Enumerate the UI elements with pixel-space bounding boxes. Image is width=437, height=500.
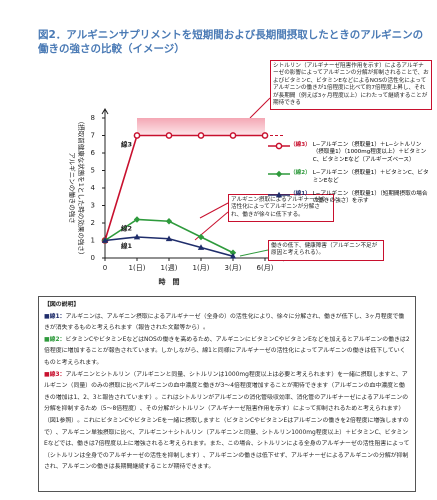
point: [133, 132, 141, 139]
x-axis: [105, 254, 289, 262]
annotation-arrow: [249, 97, 271, 119]
point: [197, 233, 205, 241]
y-tick-label: 3: [91, 202, 95, 210]
y-tick-label: 4: [91, 184, 96, 192]
legend-entry: （線2） L−アルギニン（摂取量1）＋ビタミンC、ビタミンEなど: [268, 170, 432, 185]
point: [229, 132, 237, 139]
legend: （線3） L−アルギニン（摂取量1）＋L−シトルリン（摂取量1）（1000mg程度…: [268, 142, 432, 212]
y-axis: [101, 108, 109, 258]
y-tick-label: 5: [91, 167, 95, 175]
annotation-arrow: [199, 202, 229, 219]
point: [261, 132, 269, 139]
point: [101, 237, 109, 243]
explanation-text: アルギニンとシトルリン（アルギニンと同量、シトルリンは1000mg程度以上は必要…: [44, 371, 410, 471]
series-label: 線2: [121, 224, 132, 233]
explanation-tag: ■線3：: [44, 371, 66, 378]
series-label: 線3: [121, 140, 132, 149]
y-tick-label: 8: [91, 114, 95, 122]
legend-label: L−アルギニン（摂取量1）＋ビタミンC、ビタミンEなど: [312, 170, 429, 184]
point: [165, 218, 173, 225]
legend-swatch: [268, 191, 290, 198]
legend-label: L−アルギニン（摂取量1）＋L−シトルリン（摂取量1）（1000mg程度以上）＋…: [312, 142, 427, 163]
explanation-tag: ■線1：: [44, 313, 66, 320]
legend-entry: （線1） L−アルギニン（摂取量1）（短期間摂取の場合の働きの強さ）を示す: [268, 191, 432, 206]
explanation-item: ■線3：アルギニンとシトルリン（アルギニンと同量、シトルリンは1000mg程度以…: [44, 370, 410, 474]
explanation: 【図の説明】 ■線1：アルギニンは、アルギニン摂取によるアルギナーゼ（全身の）の…: [38, 296, 416, 492]
explanation-item: ■線2：ビタミンCやビタミンEなどはNOSの働きを高めるため、アルギニンにビタミ…: [44, 335, 410, 370]
point: [229, 249, 237, 256]
highlight-band: [137, 118, 265, 136]
x-tick-label: 0: [103, 264, 107, 272]
y-axis-label: （摂取前健康な状態を1とした時の効果の強さ）: [77, 118, 86, 259]
y-tick-label: 1: [91, 237, 95, 245]
x-tick-label: 6(月): [257, 264, 274, 272]
explanation-item: ■線1：アルギニンは、アルギニン摂取によるアルギナーゼ（全身の）の活性化により、…: [44, 312, 410, 335]
y-tick-label: 2: [91, 219, 95, 227]
point: [133, 216, 141, 223]
point: [197, 132, 205, 139]
annotation: シトルリン（アルギナーゼ阻害作用を示す）によるアルギナーゼの影響によってアルギニ…: [270, 60, 432, 111]
legend-swatch: [268, 171, 290, 178]
x-tick-label: 3(月): [225, 264, 242, 272]
legend-label: L−アルギニン（摂取量1）（短期間摂取の場合の働きの強さ）を示す: [312, 191, 428, 205]
series-line: [104, 134, 265, 241]
y-axis-label: アルギニンの働きの強さ: [68, 152, 77, 223]
explanation-heading: 【図の説明】: [44, 302, 80, 308]
point: [229, 253, 237, 259]
title: 図2．アルギニンサプリメントを短期間および長期間摂取したときのアルギニンの働きの…: [38, 29, 424, 55]
explanation-tag: ■線2：: [44, 336, 66, 343]
series-label: 線1: [121, 241, 133, 250]
annotation: 働きの低下、健康障害（アルギニン不足が原因と考えられる）。: [268, 240, 384, 261]
point: [275, 171, 283, 178]
point: [197, 244, 205, 250]
legend-tag: （線1）: [290, 191, 311, 198]
explanation-text: ビタミンCやビタミンEなどはNOSの働きを高めるため、アルギニンにビタミンCやビ…: [44, 336, 410, 366]
x-tick-label: 1(日): [129, 264, 146, 272]
annotation: アルギニン摂取によるアルギナーゼの活性化によってアルギニンが分解され、働きが徐々…: [228, 194, 334, 223]
point: [275, 191, 283, 198]
legend-swatch: [268, 142, 290, 150]
x-tick-label: 1(月): [193, 264, 210, 272]
explanation-text: アルギニンは、アルギニン摂取によるアルギナーゼ（全身の）の活性化により、徐々に分…: [44, 313, 405, 332]
y-tick-label: 7: [91, 132, 95, 140]
x-tick-label: 1(週): [161, 263, 178, 272]
point: [133, 233, 141, 240]
point: [275, 142, 283, 150]
y-tick-label: 0: [91, 254, 95, 262]
annotation-arrow: [239, 249, 269, 257]
point: [165, 132, 173, 139]
point: [165, 235, 173, 242]
legend-entry: （線3） L−アルギニン（摂取量1）＋L−シトルリン（摂取量1）（1000mg程度…: [268, 142, 432, 164]
legend-tag: （線2）: [290, 170, 311, 177]
x-axis-label: 時 間: [159, 277, 180, 286]
legend-tag: （線3）: [290, 142, 311, 148]
y-tick-label: 6: [91, 149, 96, 157]
